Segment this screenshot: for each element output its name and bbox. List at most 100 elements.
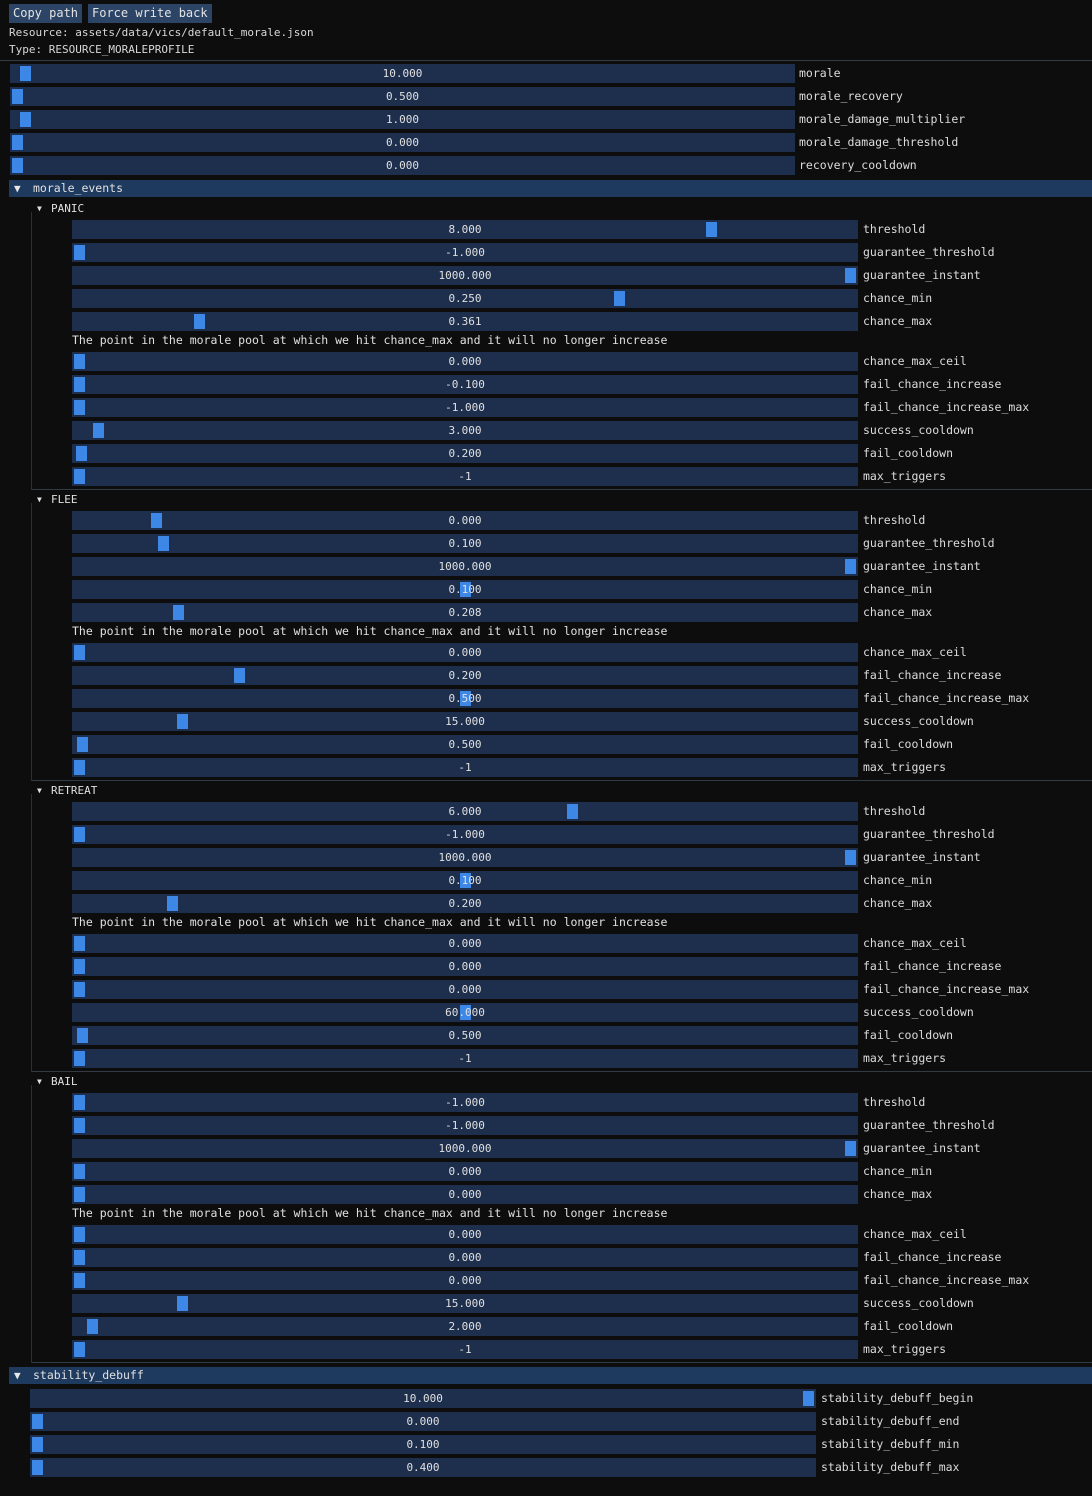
field-fail-chance-increase-slider[interactable]: 0.200: [72, 666, 858, 685]
slider-grab-handle[interactable]: [567, 804, 579, 819]
field-chance-max-slider[interactable]: 0.208: [72, 603, 858, 622]
field-max-triggers-slider[interactable]: -1: [72, 758, 858, 777]
slider-grab-handle[interactable]: [12, 89, 23, 104]
field-success-cooldown-slider[interactable]: 3.000: [72, 421, 858, 440]
slider-grab-handle[interactable]: [166, 896, 178, 911]
field-threshold-slider[interactable]: 8.000: [72, 220, 858, 239]
slider-grab-handle[interactable]: [74, 1187, 85, 1202]
field-chance-min-slider[interactable]: 0.100: [72, 580, 858, 599]
slider-grab-handle[interactable]: [74, 760, 85, 775]
slider-grab-handle[interactable]: [74, 1118, 85, 1133]
event-retreat-header[interactable]: ▼ RETREAT: [37, 782, 237, 799]
slider-grab-handle[interactable]: [845, 268, 856, 283]
slider-grab-handle[interactable]: [12, 158, 23, 173]
event-flee-header[interactable]: ▼ FLEE: [37, 491, 237, 508]
field-chance-max-ceil-slider[interactable]: 0.000: [72, 934, 858, 953]
morale-events-header[interactable]: ▼ morale_events: [9, 180, 1092, 197]
slider-grab-handle[interactable]: [74, 1164, 85, 1179]
slider-grab-handle[interactable]: [19, 66, 31, 81]
field-chance-max-ceil-slider[interactable]: 0.000: [72, 643, 858, 662]
field-threshold-slider[interactable]: -1.000: [72, 1093, 858, 1112]
slider-grab-handle[interactable]: [151, 513, 163, 528]
slider-grab-handle[interactable]: [77, 1028, 89, 1043]
field-guarantee-instant-slider[interactable]: 1000.000: [72, 557, 858, 576]
field-guarantee-instant-slider[interactable]: 1000.000: [72, 848, 858, 867]
field-fail-chance-increase-max-slider[interactable]: 0.000: [72, 980, 858, 999]
slider-grab-handle[interactable]: [74, 1095, 85, 1110]
field-guarantee-threshold-slider[interactable]: 0.100: [72, 534, 858, 553]
field-fail-chance-increase-max-slider[interactable]: 0.000: [72, 1271, 858, 1290]
slider-grab-handle[interactable]: [74, 936, 85, 951]
field-morale-damage-threshold-slider[interactable]: 0.000: [10, 133, 795, 152]
slider-grab-handle[interactable]: [176, 1296, 188, 1311]
field-morale-damage-multiplier-slider[interactable]: 1.000: [10, 110, 795, 129]
field-chance-min-slider[interactable]: 0.250: [72, 289, 858, 308]
slider-grab-handle[interactable]: [74, 245, 85, 260]
slider-grab-handle[interactable]: [172, 605, 184, 620]
slider-grab-handle[interactable]: [74, 1051, 85, 1066]
slider-grab-handle[interactable]: [74, 400, 85, 415]
slider-grab-handle[interactable]: [12, 135, 23, 150]
field-stability-debuff-begin-slider[interactable]: 10.000: [30, 1389, 816, 1408]
slider-grab-handle[interactable]: [32, 1460, 43, 1475]
field-chance-max-ceil-slider[interactable]: 0.000: [72, 352, 858, 371]
slider-grab-handle[interactable]: [845, 1141, 856, 1156]
field-success-cooldown-slider[interactable]: 15.000: [72, 1294, 858, 1313]
field-fail-chance-increase-slider[interactable]: 0.000: [72, 957, 858, 976]
field-max-triggers-slider[interactable]: -1: [72, 1340, 858, 1359]
slider-grab-handle[interactable]: [32, 1414, 43, 1429]
field-morale-slider[interactable]: 10.000: [10, 64, 795, 83]
slider-grab-handle[interactable]: [74, 1227, 85, 1242]
field-chance-min-slider[interactable]: 0.000: [72, 1162, 858, 1181]
slider-grab-handle[interactable]: [193, 314, 205, 329]
field-chance-max-ceil-slider[interactable]: 0.000: [72, 1225, 858, 1244]
slider-grab-handle[interactable]: [803, 1391, 814, 1406]
slider-grab-handle[interactable]: [77, 737, 89, 752]
field-chance-max-slider[interactable]: 0.000: [72, 1185, 858, 1204]
slider-grab-handle[interactable]: [87, 1319, 99, 1334]
slider-grab-handle[interactable]: [234, 668, 246, 683]
slider-grab-handle[interactable]: [459, 582, 471, 597]
field-fail-chance-increase-max-slider[interactable]: -1.000: [72, 398, 858, 417]
slider-grab-handle[interactable]: [32, 1437, 43, 1452]
slider-grab-handle[interactable]: [74, 469, 85, 484]
event-panic-header[interactable]: ▼ PANIC: [37, 200, 237, 217]
slider-grab-handle[interactable]: [845, 850, 856, 865]
slider-grab-handle[interactable]: [74, 1342, 85, 1357]
field-max-triggers-slider[interactable]: -1: [72, 467, 858, 486]
field-success-cooldown-slider[interactable]: 15.000: [72, 712, 858, 731]
field-fail-cooldown-slider[interactable]: 2.000: [72, 1317, 858, 1336]
field-stability-debuff-max-slider[interactable]: 0.400: [30, 1458, 816, 1477]
field-chance-min-slider[interactable]: 0.100: [72, 871, 858, 890]
field-guarantee-threshold-slider[interactable]: -1.000: [72, 825, 858, 844]
field-stability-debuff-min-slider[interactable]: 0.100: [30, 1435, 816, 1454]
slider-grab-handle[interactable]: [74, 1273, 85, 1288]
field-chance-max-slider[interactable]: 0.200: [72, 894, 858, 913]
field-guarantee-instant-slider[interactable]: 1000.000: [72, 1139, 858, 1158]
slider-grab-handle[interactable]: [74, 982, 85, 997]
field-fail-chance-increase-slider[interactable]: -0.100: [72, 375, 858, 394]
copy-path-button[interactable]: Copy path: [9, 4, 83, 23]
slider-grab-handle[interactable]: [93, 423, 105, 438]
field-morale-recovery-slider[interactable]: 0.500: [10, 87, 795, 106]
field-stability-debuff-end-slider[interactable]: 0.000: [30, 1412, 816, 1431]
field-chance-max-slider[interactable]: 0.361: [72, 312, 858, 331]
event-bail-header[interactable]: ▼ BAIL: [37, 1073, 237, 1090]
slider-grab-handle[interactable]: [459, 691, 471, 706]
field-success-cooldown-slider[interactable]: 60.000: [72, 1003, 858, 1022]
slider-grab-handle[interactable]: [459, 1005, 471, 1020]
stability-debuff-header[interactable]: ▼ stability_debuff: [9, 1367, 1092, 1384]
field-guarantee-instant-slider[interactable]: 1000.000: [72, 266, 858, 285]
slider-grab-handle[interactable]: [459, 873, 471, 888]
field-fail-chance-increase-max-slider[interactable]: 0.500: [72, 689, 858, 708]
slider-grab-handle[interactable]: [845, 559, 856, 574]
slider-grab-handle[interactable]: [75, 446, 87, 461]
field-threshold-slider[interactable]: 0.000: [72, 511, 858, 530]
slider-grab-handle[interactable]: [176, 714, 188, 729]
slider-grab-handle[interactable]: [74, 959, 85, 974]
force-write-back-button[interactable]: Force write back: [88, 4, 212, 23]
field-fail-cooldown-slider[interactable]: 0.500: [72, 735, 858, 754]
slider-grab-handle[interactable]: [74, 377, 85, 392]
field-fail-chance-increase-slider[interactable]: 0.000: [72, 1248, 858, 1267]
slider-grab-handle[interactable]: [74, 1250, 85, 1265]
